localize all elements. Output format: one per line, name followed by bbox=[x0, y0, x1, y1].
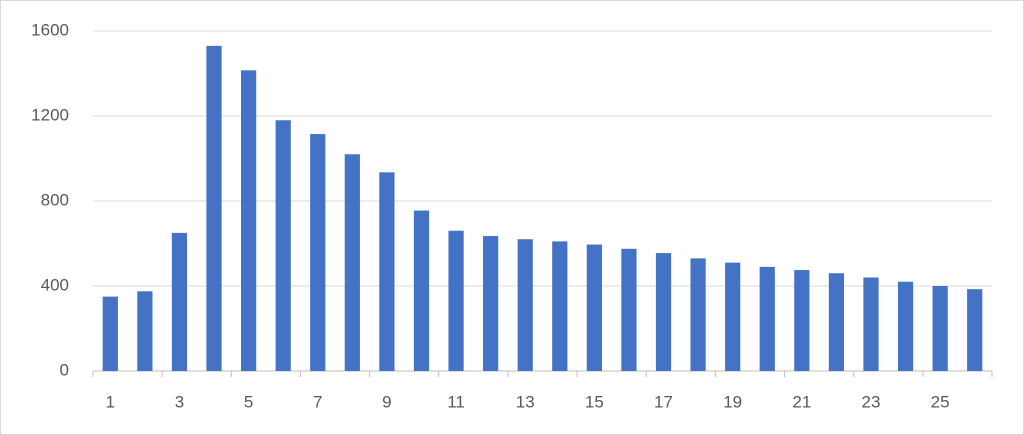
bar bbox=[275, 120, 291, 371]
x-tick-label: 7 bbox=[313, 392, 322, 411]
bar bbox=[863, 277, 879, 371]
x-tick-label: 11 bbox=[447, 392, 465, 411]
x-tick-label: 13 bbox=[516, 392, 535, 411]
bar bbox=[932, 286, 948, 371]
y-tick-label: 800 bbox=[41, 190, 69, 209]
x-tick-label: 9 bbox=[382, 392, 391, 411]
x-tick-label: 15 bbox=[585, 392, 604, 411]
x-tick-label: 17 bbox=[654, 392, 673, 411]
bar bbox=[828, 273, 845, 371]
x-tick-label: 1 bbox=[106, 392, 115, 411]
x-tick-label: 23 bbox=[862, 392, 881, 411]
bar bbox=[137, 291, 153, 371]
x-tick-label: 3 bbox=[175, 392, 184, 411]
y-tick-label: 0 bbox=[60, 360, 69, 379]
bar bbox=[897, 281, 914, 371]
bar bbox=[344, 154, 360, 371]
bar bbox=[206, 45, 222, 371]
x-tick-label: 25 bbox=[931, 392, 950, 411]
bar bbox=[621, 248, 637, 371]
bar bbox=[310, 134, 326, 371]
bar bbox=[690, 258, 706, 371]
x-tick-label: 21 bbox=[792, 392, 811, 411]
bar bbox=[517, 239, 533, 371]
x-tick-label: 19 bbox=[723, 392, 742, 411]
bar bbox=[240, 70, 257, 371]
bar bbox=[794, 270, 810, 371]
bar bbox=[759, 266, 775, 371]
y-tick-label: 1200 bbox=[31, 105, 69, 124]
y-tick-label: 1600 bbox=[31, 20, 69, 39]
bar bbox=[413, 210, 430, 371]
bar bbox=[448, 230, 464, 371]
bar bbox=[725, 262, 741, 371]
bar bbox=[586, 244, 602, 371]
bar bbox=[102, 296, 118, 371]
bar bbox=[552, 241, 568, 371]
bar bbox=[483, 236, 499, 371]
bar bbox=[967, 289, 983, 371]
bar bbox=[379, 172, 395, 371]
bar bbox=[171, 232, 188, 371]
bar bbox=[655, 253, 672, 371]
y-tick-label: 400 bbox=[41, 275, 69, 294]
x-tick-label: 5 bbox=[244, 392, 253, 411]
